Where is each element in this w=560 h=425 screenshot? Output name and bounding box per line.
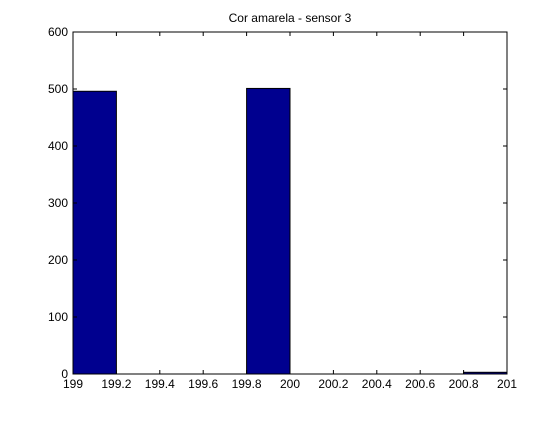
y-tick-label: 200 — [48, 253, 68, 267]
ticks-group: 199 199.2 199.4 199.6 199.8 200 200.2 200.4 200.… — [48, 25, 517, 391]
x-tick-label: 200 — [280, 377, 300, 391]
x-tick-label: 200.8 — [449, 377, 479, 391]
x-tick-label: 200.2 — [318, 377, 348, 391]
x-tick-label: 201 — [497, 377, 517, 391]
bars-group — [72, 87, 508, 375]
x-tick-label: 199.2 — [101, 377, 131, 391]
chart-title: Cor amarela - sensor 3 — [229, 11, 352, 25]
y-tick-label: 300 — [48, 196, 68, 210]
y-tick-label: 100 — [48, 310, 68, 324]
x-tick-label: 199.8 — [232, 377, 262, 391]
histogram-bar-1 — [246, 87, 291, 375]
y-tick-label: 600 — [48, 25, 68, 39]
y-tick-label: 400 — [48, 139, 68, 153]
x-tick-label: 200.6 — [405, 377, 435, 391]
x-tick-label: 199.4 — [145, 377, 175, 391]
histogram-bar-0 — [72, 90, 117, 375]
x-tick-label: 199.6 — [188, 377, 218, 391]
x-tick-label: 200.4 — [362, 377, 392, 391]
x-tick-label: 199 — [63, 377, 83, 391]
y-tick-label: 500 — [48, 82, 68, 96]
y-tick-label: 0 — [61, 367, 68, 381]
